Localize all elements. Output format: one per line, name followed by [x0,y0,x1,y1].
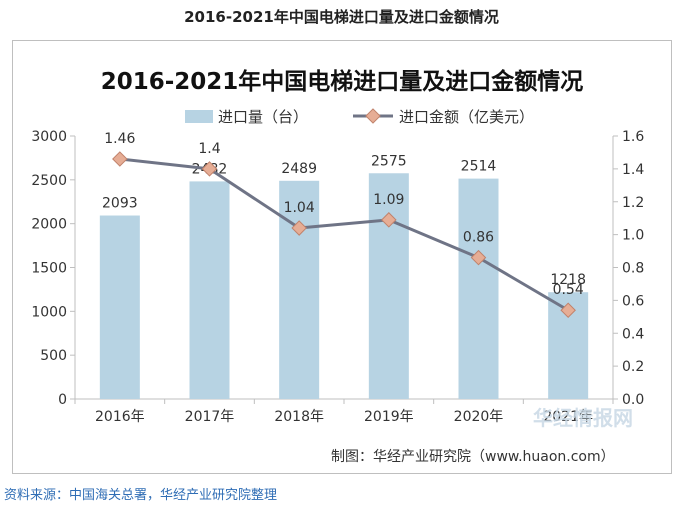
x-tick-label: 2016年 [95,409,145,425]
line-point [201,161,218,177]
line-point [381,212,397,228]
line-data-label: 0.86 [463,230,494,246]
y-right-tick-label: 0.2 [622,359,644,375]
x-tick-label: 2017年 [185,409,235,425]
y-right-tick-label: 0.4 [622,326,644,342]
line-data-label: 0.54 [553,282,584,298]
bar [279,180,320,399]
line-point [560,302,576,319]
bar-data-label: 2489 [281,161,317,177]
legend-line-marker [365,108,381,124]
y-left-tick-label: 2500 [31,173,67,189]
series-line [119,157,569,312]
line-point [470,249,487,266]
chart-credit: 制图：华经产业研究院（www.huaon.com） [331,449,615,465]
line-point [291,220,307,236]
x-tick-label: 2021年 [543,409,593,425]
legend-bar-label: 进口量（台） [218,108,308,126]
y-left-tick-label: 1000 [31,304,67,320]
plot-area: 0 500 1000 1500 2000 2500 3000 0.0 0.2 0.4 0.6 0.8 1… [31,129,644,425]
bar [368,173,409,399]
y-right-tick-label: 1.2 [622,195,644,211]
x-tick-label: 2018年 [274,409,324,425]
source-note: 资料来源：中国海关总署，华经产业研究院整理 [4,488,278,503]
line-data-label: 1.4 [198,141,220,157]
x-tick-label: 2020年 [454,409,504,425]
y-right-tick-label: 0.8 [622,261,644,277]
y-right-tick-label: 1.0 [622,228,644,244]
chart-title: 2016-2021年中国电梯进口量及进口金额情况 [101,68,584,95]
page-title: 2016-2021年中国电梯进口量及进口金额情况 [184,8,499,26]
y-left-tick-label: 1500 [31,261,67,277]
bar-data-label: 1218 [550,272,586,288]
y-left-tick-label: 0 [58,392,67,408]
y-left-tick-label: 2000 [31,217,67,233]
chart-frame: 2016-2021年中国电梯进口量及进口金额情况 进口量（台） 进口金额（亿美元… [12,40,672,474]
y-left-tick-label: 500 [40,348,67,364]
line-data-label: 1.09 [373,192,404,208]
line-point [112,151,128,167]
bar-data-label: 2575 [371,153,407,169]
bar [189,181,230,399]
legend-line-label: 进口金额（亿美元） [399,108,534,126]
y-left-tick-label: 3000 [31,129,67,145]
legend: 进口量（台） 进口金额（亿美元） [185,108,534,126]
y-right-tick-label: 0.0 [622,392,644,408]
line-data-label: 1.04 [284,200,315,216]
bar [99,215,140,399]
bar [458,178,499,399]
y-right-tick-label: 0.6 [622,293,644,309]
combo-chart: 2016-2021年中国电梯进口量及进口金额情况 进口量（台） 进口金额（亿美元… [31,68,644,465]
y-right-tick-label: 1.4 [622,162,644,178]
legend-bar-swatch [185,110,213,123]
line-data-label: 1.46 [104,131,135,147]
watermark: 华经情报网 [533,406,633,430]
bar-data-label: 2514 [461,159,497,175]
bar-data-label: 2093 [102,196,138,212]
y-right-tick-label: 1.6 [622,129,644,145]
x-tick-label: 2019年 [364,409,414,425]
